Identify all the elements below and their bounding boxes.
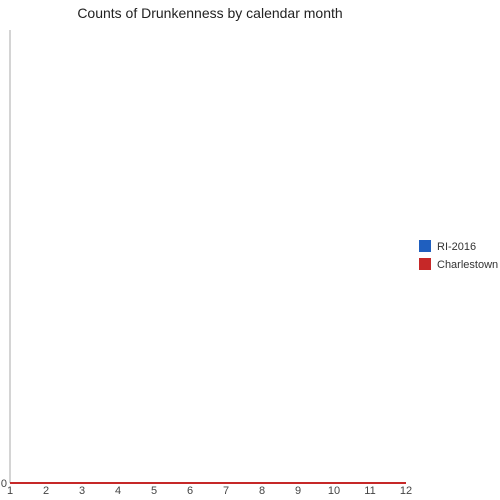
x-tick-label: 5: [151, 485, 157, 497]
x-tick-label: 3: [79, 485, 85, 497]
legend-swatch: [419, 240, 431, 252]
y-tick-labels: 0: [1, 478, 7, 490]
y-tick-label: 0: [1, 478, 7, 490]
legend-label: Charlestown: [437, 259, 498, 271]
legend: RI-2016 Charlestown: [419, 240, 498, 271]
x-tick-label: 4: [115, 485, 121, 497]
x-tick-label: 9: [295, 485, 301, 497]
chart-title: Counts of Drunkenness by calendar month: [77, 5, 342, 21]
x-tick-labels: 1 2 3 4 5 6 7 8 9 10 11 12: [7, 485, 412, 497]
x-tick-label: 1: [7, 485, 13, 497]
x-tick-label: 11: [364, 485, 375, 497]
x-tick-label: 2: [43, 485, 49, 497]
x-tick-label: 10: [328, 485, 340, 497]
x-tick-label: 6: [187, 485, 193, 497]
x-tick-label: 7: [223, 485, 229, 497]
legend-label: RI-2016: [437, 241, 476, 253]
x-tick-label: 8: [259, 485, 265, 497]
x-tick-label: 12: [400, 485, 412, 497]
legend-swatch: [419, 258, 431, 270]
